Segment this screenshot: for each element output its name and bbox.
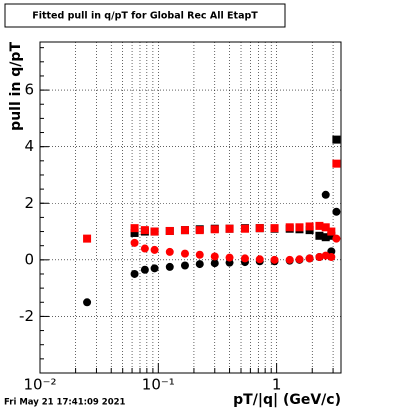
- marker: [327, 247, 336, 256]
- y-tick-label: 4: [24, 137, 34, 155]
- marker: [255, 255, 264, 264]
- marker: [225, 224, 234, 233]
- marker: [295, 223, 304, 232]
- marker: [83, 298, 92, 307]
- marker: [165, 226, 174, 235]
- marker: [270, 224, 279, 233]
- marker: [140, 226, 149, 235]
- title-box: [4, 3, 286, 28]
- chart-title: Fitted pull in q/pT for Global Rec All E…: [32, 11, 258, 22]
- marker: [295, 255, 304, 264]
- marker: [130, 269, 139, 278]
- marker: [327, 227, 336, 236]
- marker: [150, 264, 159, 273]
- marker: [140, 244, 149, 253]
- marker: [165, 247, 174, 256]
- y-tick-label: 2: [24, 194, 34, 212]
- marker: [321, 223, 330, 232]
- footer: Fri May 21 17:41:09 2021: [4, 398, 126, 408]
- marker: [240, 224, 249, 233]
- x-tick-label: 10⁻¹: [142, 376, 175, 394]
- marker: [332, 207, 341, 216]
- marker: [180, 261, 189, 270]
- marker: [305, 254, 314, 263]
- marker: [150, 227, 159, 236]
- marker: [285, 223, 294, 232]
- marker: [255, 224, 264, 233]
- marker: [180, 249, 189, 258]
- marker: [210, 259, 219, 268]
- marker: [315, 221, 324, 230]
- y-tick-label: -2: [19, 307, 34, 325]
- marker: [210, 225, 219, 234]
- marker: [321, 190, 330, 199]
- marker: [195, 226, 204, 235]
- marker: [130, 228, 139, 237]
- marker: [130, 224, 139, 233]
- marker: [332, 135, 341, 144]
- marker: [165, 262, 174, 271]
- marker: [321, 233, 330, 242]
- marker: [315, 253, 324, 262]
- y-tick-label: 0: [24, 250, 34, 268]
- marker: [327, 253, 336, 262]
- marker: [210, 252, 219, 261]
- marker: [195, 250, 204, 259]
- marker: [332, 159, 341, 168]
- y-axis-label: pull in q/pT: [8, 42, 24, 131]
- marker: [315, 231, 324, 240]
- marker: [180, 226, 189, 235]
- marker: [332, 234, 341, 243]
- x-tick-label: 1: [272, 376, 282, 394]
- x-tick-label: 10⁻²: [23, 376, 56, 394]
- marker: [225, 253, 234, 262]
- x-axis-label: pT/|q| (GeV/c): [233, 392, 341, 408]
- marker: [285, 255, 294, 264]
- marker: [83, 234, 92, 243]
- marker: [270, 255, 279, 264]
- marker: [195, 260, 204, 269]
- marker: [327, 231, 336, 240]
- marker: [150, 245, 159, 254]
- plot-frame: [39, 41, 342, 374]
- marker: [130, 238, 139, 247]
- marker: [240, 254, 249, 263]
- marker: [140, 265, 149, 274]
- marker: [305, 222, 314, 231]
- y-tick-label: 6: [24, 81, 34, 99]
